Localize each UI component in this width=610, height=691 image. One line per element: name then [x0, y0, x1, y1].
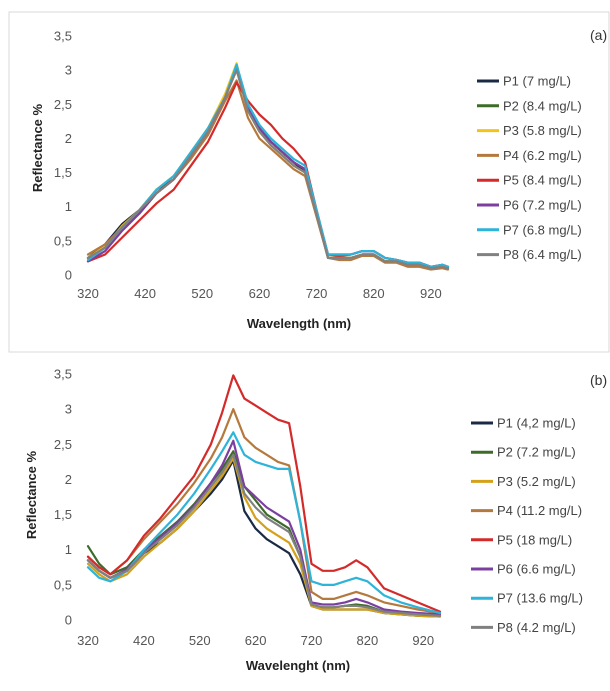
- legend-entry: P1 (4,2 mg/L): [497, 416, 576, 431]
- x-axis-title: Wavelenght (nm): [246, 658, 350, 673]
- series-line: [86, 439, 442, 616]
- x-tick-label: 420: [134, 286, 156, 301]
- y-tick-label: 2: [65, 472, 72, 487]
- legend-entry: P2 (7.2 mg/L): [497, 445, 576, 460]
- y-tick-label: 2: [65, 131, 72, 146]
- panel-label: (a): [590, 27, 607, 43]
- x-tick-label: 520: [191, 286, 213, 301]
- x-tick-label: 620: [249, 286, 271, 301]
- y-tick-label: 1,5: [54, 507, 72, 522]
- y-tick-label: 1: [65, 199, 72, 214]
- legend-entry: P7 (13.6 mg/L): [497, 591, 583, 606]
- y-tick-label: 1: [65, 542, 72, 557]
- y-tick-label: 2,5: [54, 437, 72, 452]
- panel-a: 0 0,5 1 1,5 2 2,5 3 3,5 320 420 520 620 720 820 920 Wav…: [30, 27, 607, 331]
- y-axis-title: Reflectance %: [24, 450, 39, 539]
- legend-entry: P1 (7 mg/L): [503, 74, 571, 89]
- legend-entry: P5 (8.4 mg/L): [503, 173, 582, 188]
- panel-b-frame: [8, 355, 610, 691]
- y-tick-label: 3,5: [54, 29, 72, 44]
- x-tick-label: 920: [412, 633, 434, 648]
- legend-entry: P3 (5.8 mg/L): [503, 123, 582, 138]
- y-tick-label: 0,5: [54, 233, 72, 248]
- legend-entry: P6 (7.2 mg/L): [503, 198, 582, 213]
- series-line: [86, 408, 442, 615]
- x-tick-label: 820: [363, 286, 385, 301]
- x-tick-label: 320: [77, 286, 99, 301]
- legend-entry: P2 (8.4 mg/L): [503, 98, 582, 113]
- x-tick-label: 620: [245, 633, 267, 648]
- legend-entry: P3 (5.2 mg/L): [497, 474, 576, 489]
- legend-entry: P4 (11.2 mg/L): [497, 503, 582, 518]
- x-tick-label: 720: [301, 633, 323, 648]
- legend-entry: P4 (6.2 mg/L): [503, 148, 582, 163]
- legend-entry: P5 (18 mg/L): [497, 532, 572, 547]
- series-line: [86, 374, 442, 613]
- legend-entry: P8 (4.2 mg/L): [497, 620, 576, 635]
- panel-label: (b): [590, 372, 607, 388]
- y-tick-label: 0: [65, 613, 72, 628]
- y-tick-label: 1,5: [54, 165, 72, 180]
- series-line: [86, 68, 450, 270]
- legend-entry: P8 (6.4 mg/L): [503, 247, 582, 262]
- x-axis-title: Wavelength (nm): [247, 316, 351, 331]
- panel-b: 0 0,5 1 1,5 2 2,5 3 3,5 320 420 520 620 720 820 920 Wav…: [24, 367, 607, 674]
- y-tick-label: 0: [65, 268, 72, 283]
- y-tick-label: 3: [65, 402, 72, 417]
- y-tick-label: 2,5: [54, 97, 72, 112]
- legend-entry: P6 (6.6 mg/L): [497, 562, 576, 577]
- y-axis-title: Reflectance %: [30, 103, 45, 192]
- y-tick-label: 3,5: [54, 367, 72, 382]
- series-line: [86, 431, 442, 615]
- x-tick-label: 320: [77, 633, 99, 648]
- x-tick-label: 920: [420, 286, 442, 301]
- y-tick-label: 3: [65, 63, 72, 78]
- series-line: [86, 63, 450, 268]
- y-tick-label: 0,5: [54, 577, 72, 592]
- legend-entry: P7 (6.8 mg/L): [503, 222, 582, 237]
- x-tick-label: 520: [189, 633, 211, 648]
- x-tick-label: 420: [133, 633, 155, 648]
- x-tick-label: 720: [306, 286, 328, 301]
- series-line: [86, 453, 442, 617]
- series-line: [86, 457, 442, 618]
- x-tick-label: 820: [357, 633, 379, 648]
